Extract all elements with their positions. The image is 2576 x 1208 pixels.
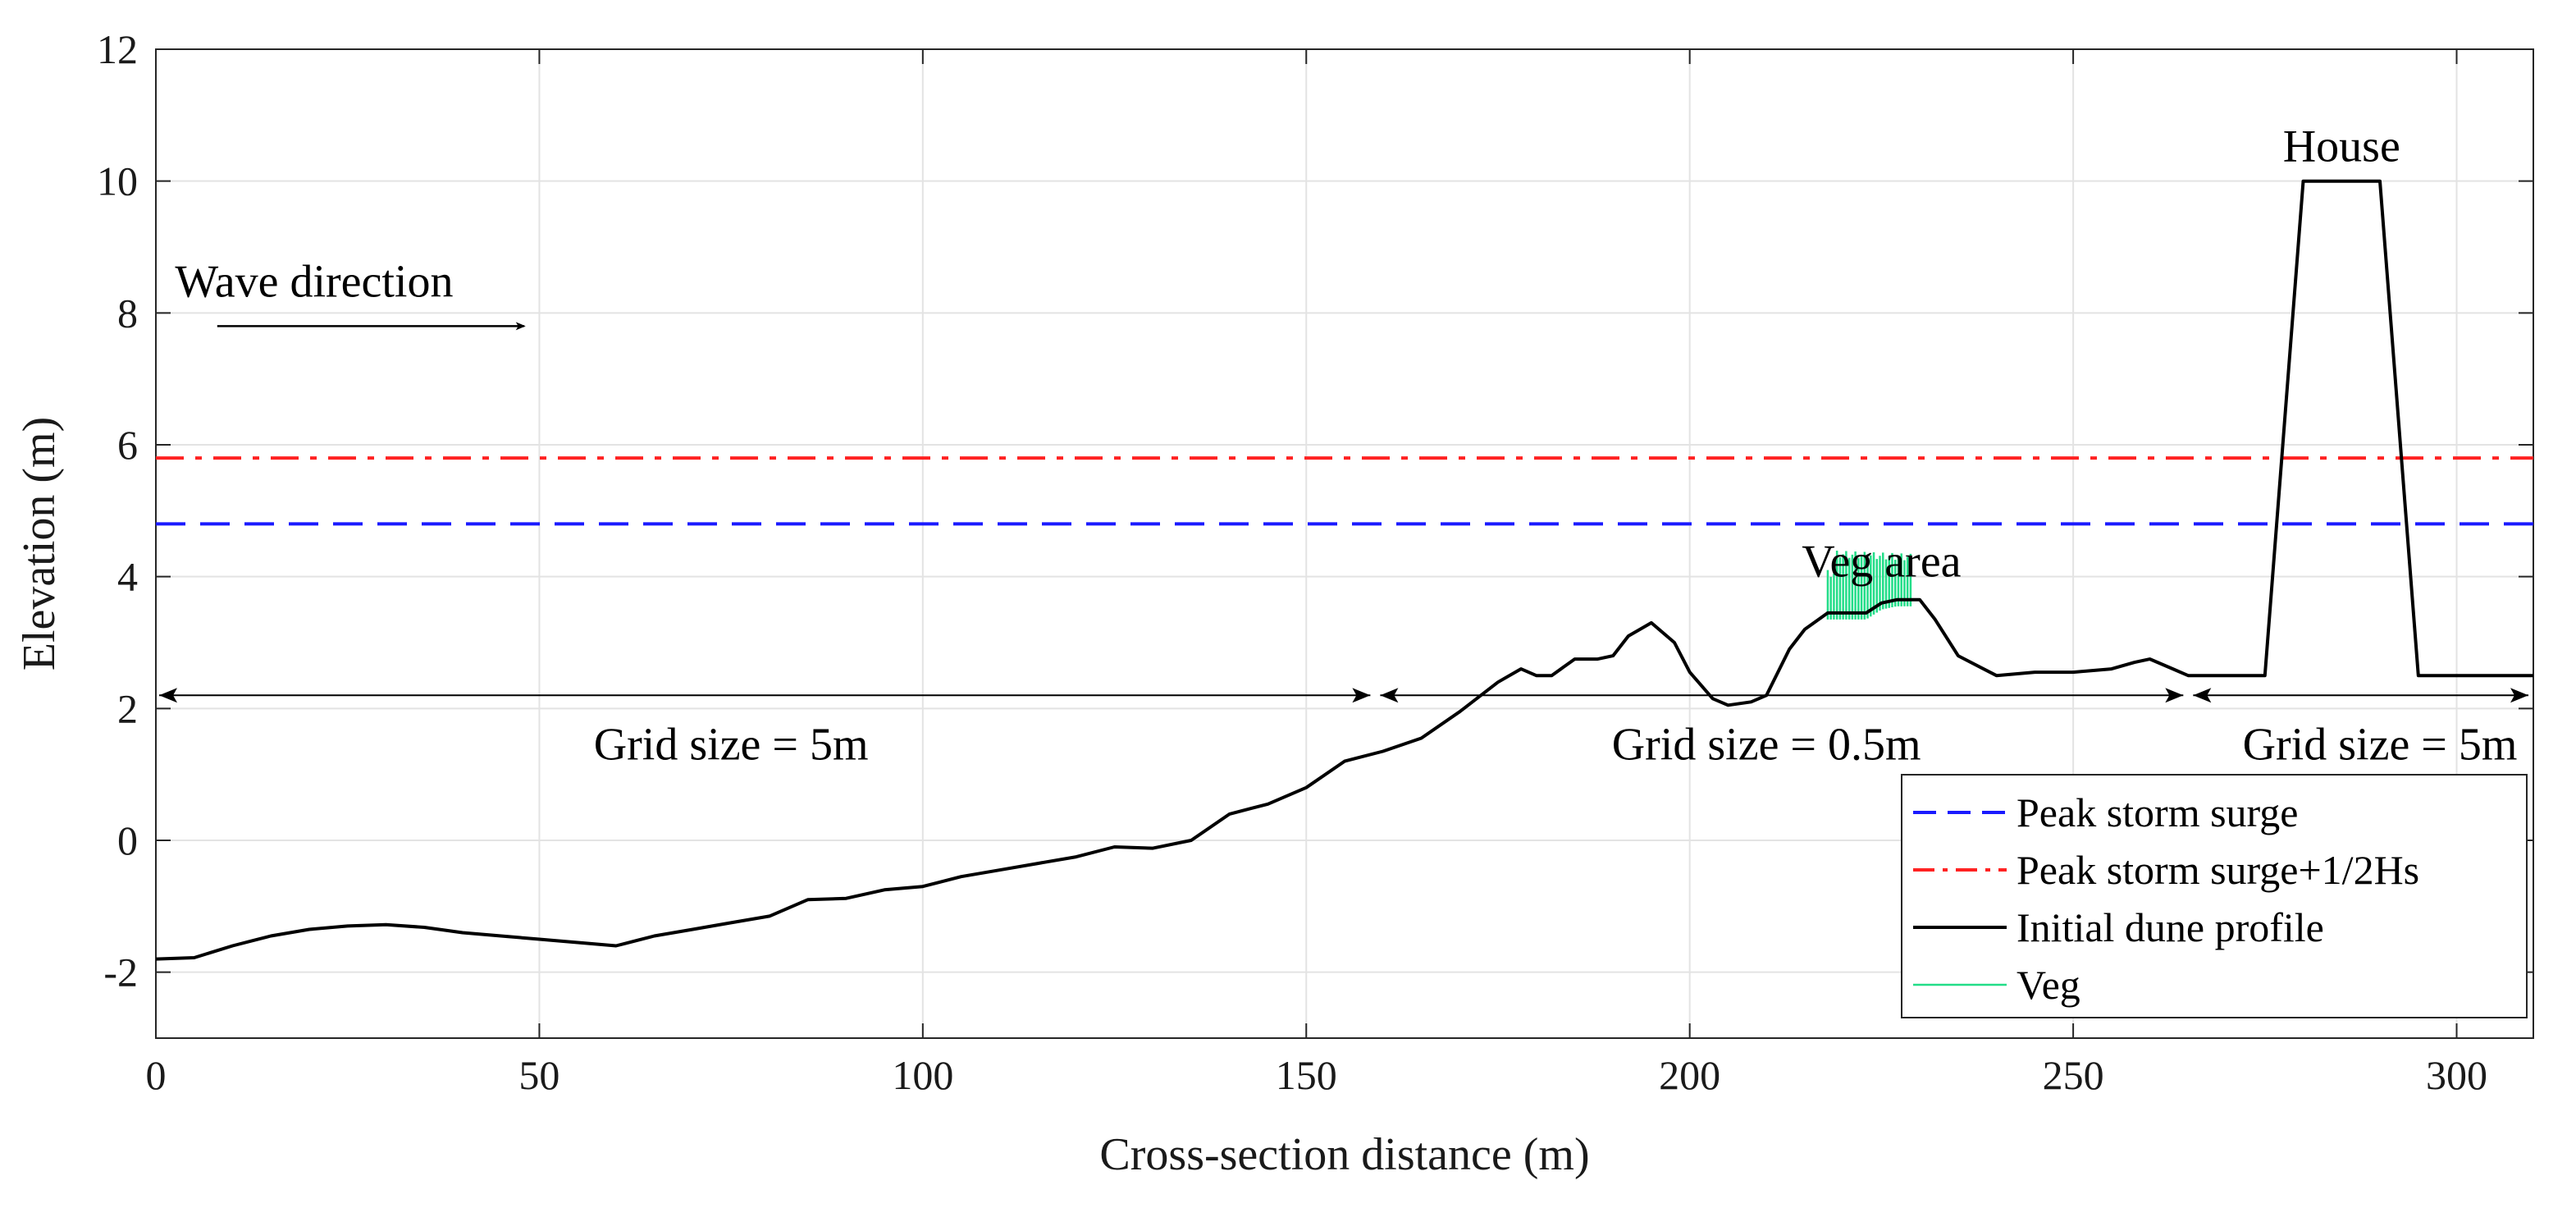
grid-size-label-3: Grid size = 5m — [2243, 719, 2518, 770]
x-tick-label: 200 — [1659, 1052, 1720, 1098]
legend-box — [1901, 774, 2528, 1018]
y-tick-label: 2 — [117, 685, 138, 731]
y-tick-label: -2 — [103, 949, 138, 995]
y-axis-title: Elevation (m) — [14, 417, 65, 670]
initial-dune-profile-line — [155, 179, 2533, 961]
annotations: Wave direction Veg area House Grid size … — [159, 121, 2528, 770]
grid-lines — [155, 48, 2533, 1038]
legend-label-veg: Veg — [2016, 962, 2080, 1008]
veg-series — [1826, 551, 1912, 620]
plot-frame — [155, 48, 2534, 1039]
grid-size-arrowhead-left — [1380, 688, 1399, 703]
y-tick-label: 8 — [117, 290, 138, 336]
x-tick-label: 250 — [2043, 1052, 2104, 1098]
grid-size-label-1: Grid size = 5m — [594, 719, 869, 770]
x-tick-label: 300 — [2426, 1052, 2487, 1098]
x-axis-title: Cross-section distance (m) — [1099, 1129, 1589, 1180]
grid-size-arrowhead-right — [2510, 688, 2528, 703]
axis-ticks: 0 50 100 150 200 250 300 -2 0 2 4 6 8 10 12 — [97, 26, 2533, 1098]
y-tick-label: 10 — [97, 158, 138, 204]
grid-size-arrowhead-left — [2193, 688, 2212, 703]
grid-size-arrows — [159, 688, 2528, 703]
y-tick-label: 4 — [117, 554, 138, 600]
x-tick-label: 100 — [892, 1052, 953, 1098]
wave-direction-label: Wave direction — [175, 256, 453, 307]
legend-label-initial-dune-profile: Initial dune profile — [2016, 904, 2324, 950]
series-layer — [155, 179, 2533, 961]
grid-size-arrowhead-right — [2165, 688, 2184, 703]
x-tick-label: 150 — [1276, 1052, 1337, 1098]
legend-label-peak-storm-surge-hs: Peak storm surge+1/2Hs — [2016, 847, 2419, 893]
veg-area-label: Veg area — [1802, 537, 1961, 588]
legend: Peak storm surge Peak storm surge+1/2Hs … — [1901, 774, 2528, 1018]
y-tick-label: 6 — [117, 422, 138, 468]
grid-size-label-2: Grid size = 0.5m — [1612, 719, 1921, 770]
legend-label-peak-storm-surge: Peak storm surge — [2016, 789, 2298, 835]
grid-size-arrowhead-left — [159, 688, 177, 703]
x-tick-label: 50 — [518, 1052, 560, 1098]
house-label: House — [2283, 121, 2400, 172]
grid-size-arrowhead-right — [1352, 688, 1371, 703]
y-tick-label: 12 — [97, 26, 138, 72]
y-tick-label: 0 — [117, 817, 138, 863]
x-tick-label: 0 — [146, 1052, 167, 1098]
